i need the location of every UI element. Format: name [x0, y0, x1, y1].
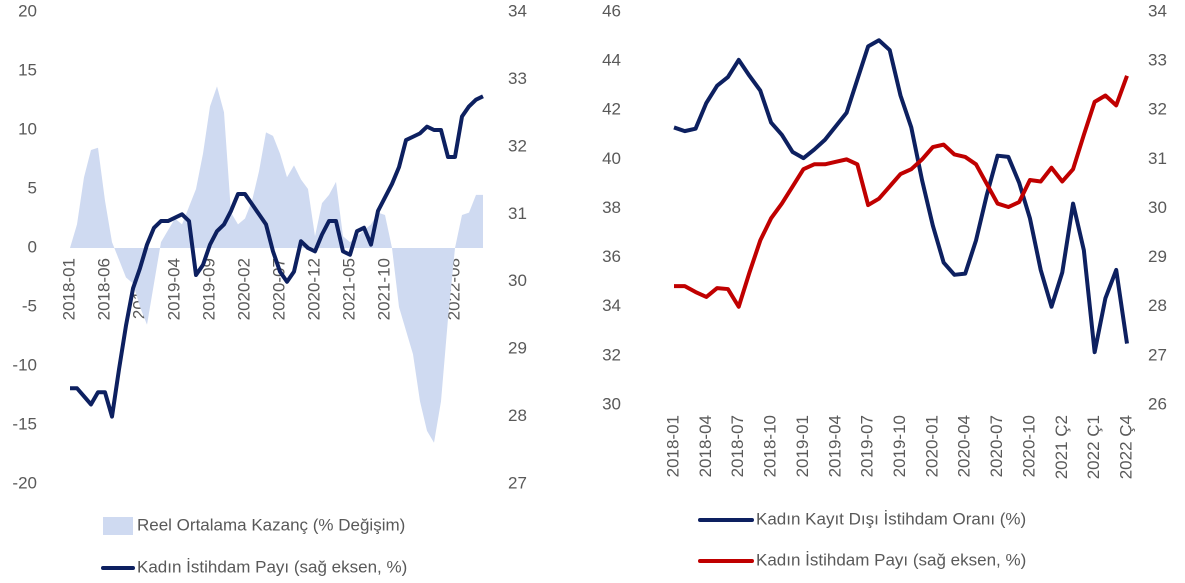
y2-tick-label: 32: [508, 136, 527, 155]
y-tick-label: 38: [602, 198, 621, 217]
y2-tick-label: 31: [508, 204, 527, 223]
y2-tick-label: 28: [508, 406, 527, 425]
x-tick-label: 2021 Ç2: [1052, 415, 1071, 479]
area: [70, 86, 483, 443]
y-tick-label: 20: [18, 1, 37, 20]
x-tick-label: 2021-05: [339, 258, 358, 320]
x-tick-label: 2018-06: [94, 258, 113, 320]
y-tick-label: 5: [28, 178, 37, 197]
legend-label: Kadın Kayıt Dışı İstihdam Oranı (%): [756, 509, 1026, 528]
x-tick-label: 2019-07: [858, 415, 877, 477]
y-tick-label: -5: [22, 296, 37, 315]
y2-tick-label: 34: [1148, 1, 1167, 20]
x-tick-label: 2020-01: [922, 415, 941, 477]
x-tick-label: 2018-10: [761, 415, 780, 477]
y-tick-label: -10: [12, 355, 37, 374]
y2-tick-label: 26: [1148, 394, 1167, 413]
x-tick-label: 2019-04: [825, 415, 844, 477]
line: [674, 75, 1129, 309]
y2-tick-label: 31: [1148, 149, 1167, 168]
y-tick-label: 34: [602, 296, 621, 315]
x-tick-label: 2020-07: [987, 415, 1006, 477]
y2-tick-label: 27: [508, 473, 527, 492]
x-tick-label: 2022 Ç4: [1116, 415, 1135, 479]
x-tick-label: 2020-10: [1019, 415, 1038, 477]
y-tick-label: 0: [28, 237, 37, 256]
x-tick-label: 2021-10: [374, 258, 393, 320]
y2-tick-label: 28: [1148, 296, 1167, 315]
y2-tick-label: 30: [1148, 198, 1167, 217]
x-tick-label: 2020-12: [304, 258, 323, 320]
x-tick-label: 2018-07: [728, 415, 747, 477]
x-tick-label: 2020-02: [234, 258, 253, 320]
y-tick-label: 40: [602, 149, 621, 168]
y-tick-label: 46: [602, 1, 621, 20]
x-tick-label: 2019-01: [793, 415, 812, 477]
y-tick-label: 44: [602, 51, 621, 70]
x-tick-label: 2018-04: [696, 415, 715, 477]
x-tick-label: 2019-09: [199, 258, 218, 320]
x-tick-label: 2022 Ç1: [1084, 415, 1103, 479]
x-tick-label: 2020-04: [955, 415, 974, 477]
y-tick-label: 36: [602, 247, 621, 266]
y2-tick-label: 33: [1148, 51, 1167, 70]
y-tick-label: 42: [602, 100, 621, 119]
legend-label: Reel Ortalama Kazanç (% Değişim): [137, 515, 405, 534]
x-tick-label: 2019-10: [890, 415, 909, 477]
x-tick-label: 2018-01: [663, 415, 682, 477]
x-tick-label: 2018-01: [59, 258, 78, 320]
legend-label: Kadın İstihdam Payı (sağ eksen, %): [137, 557, 407, 576]
y-tick-label: 15: [18, 60, 37, 79]
x-tick-label: 2019-04: [164, 258, 183, 320]
y-tick-label: 10: [18, 119, 37, 138]
y2-tick-label: 29: [1148, 247, 1167, 266]
y2-tick-label: 27: [1148, 345, 1167, 364]
y2-tick-label: 33: [508, 69, 527, 88]
y-tick-label: 32: [602, 345, 621, 364]
legend-label: Kadın İstihdam Payı (sağ eksen, %): [756, 550, 1026, 569]
y-tick-label: -15: [12, 414, 37, 433]
legend-swatch: [103, 517, 133, 535]
y2-tick-label: 29: [508, 339, 527, 358]
y2-tick-label: 30: [508, 271, 527, 290]
y-tick-label: -20: [12, 473, 37, 492]
y2-tick-label: 34: [508, 1, 527, 20]
line: [673, 38, 1129, 355]
y-tick-label: 30: [602, 394, 621, 413]
y2-tick-label: 32: [1148, 100, 1167, 119]
line: [70, 94, 484, 419]
